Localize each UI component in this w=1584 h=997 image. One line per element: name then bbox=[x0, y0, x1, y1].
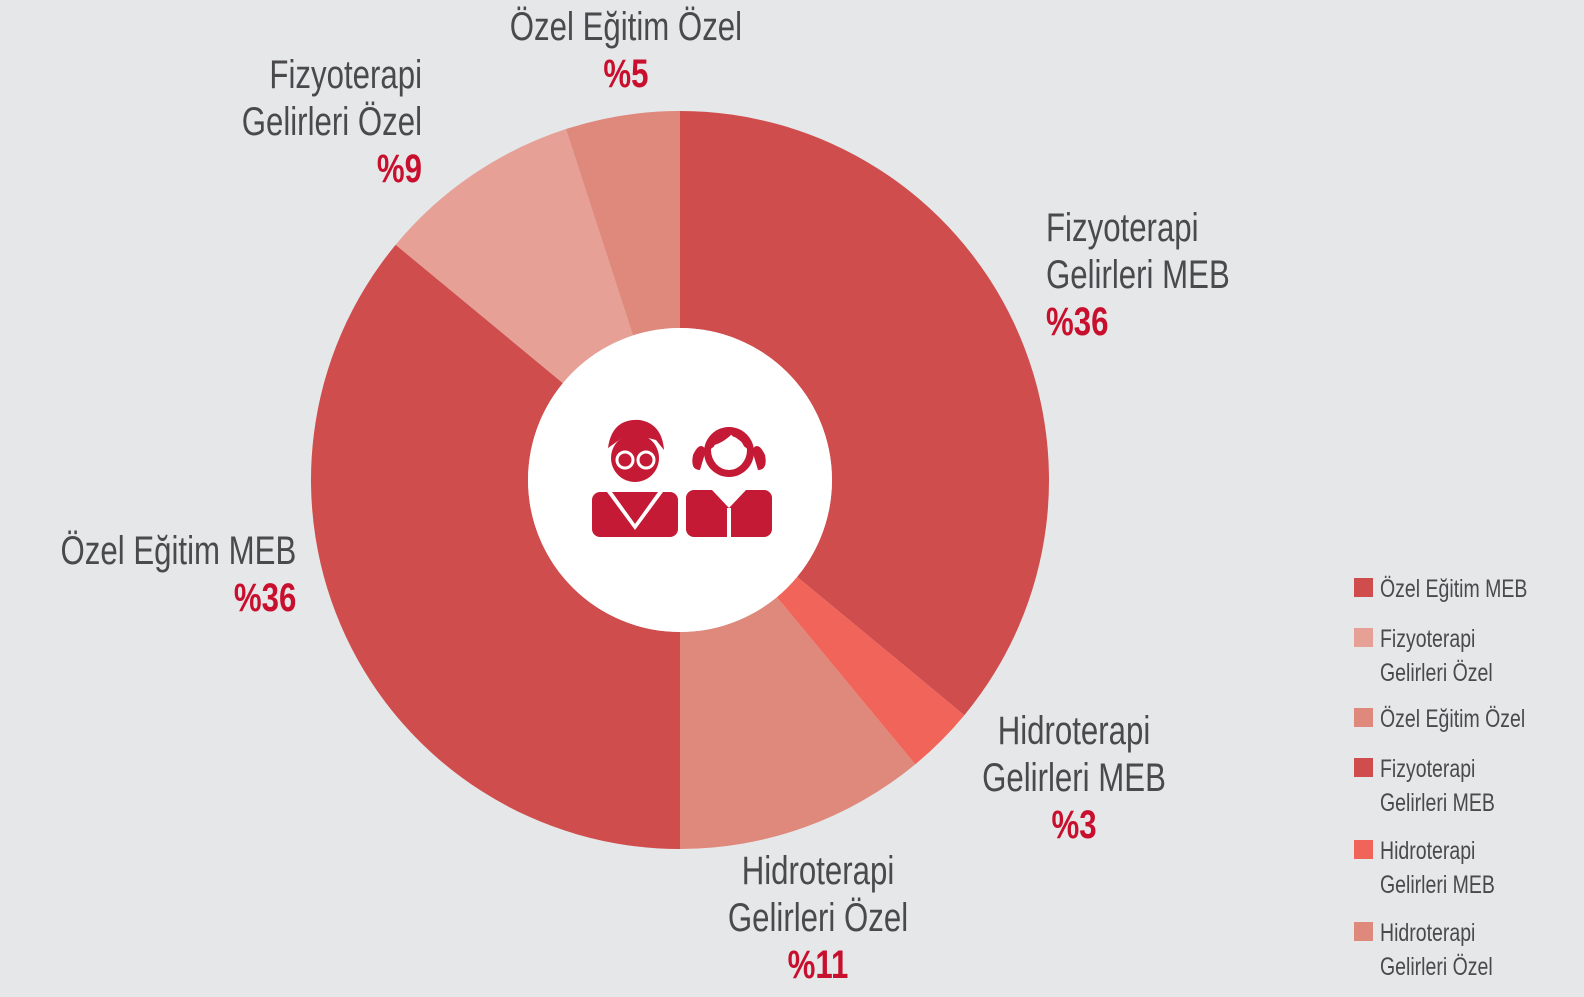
slice-label: Hidroterapi Gelirleri Özel %11 bbox=[701, 848, 935, 989]
legend-label: Fizyoterapi Gelirleri Özel bbox=[1380, 625, 1493, 687]
legend-label: Hidroterapi Gelirleri Özel bbox=[1380, 919, 1493, 981]
slice bbox=[680, 597, 916, 849]
slice-label: Hidroterapi Gelirleri MEB %3 bbox=[957, 708, 1191, 849]
slice-label: Özel Eğitim MEB %36 bbox=[60, 528, 296, 622]
category-label: Fizyoterapi Gelirleri Özel bbox=[241, 53, 422, 144]
category-label: Özel Eğitim MEB bbox=[60, 529, 296, 573]
children-icon bbox=[592, 419, 772, 537]
donut bbox=[311, 111, 1049, 850]
category-label: Hidroterapi Gelirleri Özel bbox=[727, 849, 909, 940]
donut-hole bbox=[528, 328, 832, 632]
legend-swatch bbox=[1354, 758, 1373, 777]
value-label: %11 bbox=[787, 943, 849, 987]
slice bbox=[776, 576, 965, 765]
legend-swatch bbox=[1354, 628, 1373, 647]
value-label: %3 bbox=[1051, 803, 1097, 847]
slice bbox=[565, 111, 680, 336]
slice-label: Fizyoterapi Gelirleri Özel %9 bbox=[188, 52, 422, 193]
legend-swatch bbox=[1354, 578, 1373, 597]
value-label: %36 bbox=[1046, 300, 1109, 344]
category-label: Özel Eğitim Özel bbox=[509, 5, 743, 49]
legend-label: Özel Eğitim Özel bbox=[1380, 705, 1526, 733]
slice bbox=[311, 244, 680, 850]
value-label: %5 bbox=[603, 52, 649, 96]
slice bbox=[680, 111, 1049, 716]
legend-swatch bbox=[1354, 922, 1373, 941]
value-label: %9 bbox=[376, 147, 422, 191]
legend-swatch bbox=[1354, 840, 1373, 859]
value-label: %36 bbox=[233, 576, 296, 620]
legend-swatch bbox=[1354, 708, 1373, 727]
legend-label: Fizyoterapi Gelirleri MEB bbox=[1380, 755, 1495, 817]
category-label: Hidroterapi Gelirleri MEB bbox=[982, 709, 1166, 800]
legend-label: Özel Eğitim MEB bbox=[1380, 575, 1528, 603]
slice-label: Özel Eğitim Özel %5 bbox=[510, 4, 742, 98]
category-label: Fizyoterapi Gelirleri MEB bbox=[1046, 206, 1230, 297]
slice bbox=[395, 129, 634, 384]
legend-label: Hidroterapi Gelirleri MEB bbox=[1380, 837, 1495, 899]
slice-label: Fizyoterapi Gelirleri MEB %36 bbox=[1046, 205, 1280, 346]
